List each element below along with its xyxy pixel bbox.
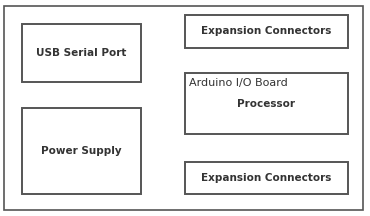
Text: Expansion Connectors: Expansion Connectors (201, 173, 332, 183)
Text: USB Serial Port: USB Serial Port (36, 48, 127, 58)
Text: Arduino I/O Board: Arduino I/O Board (189, 78, 288, 88)
Text: Power Supply: Power Supply (41, 146, 122, 156)
Bar (185, 162, 348, 194)
Bar (185, 15, 348, 48)
Bar (22, 108, 141, 194)
Bar (185, 73, 348, 134)
Text: Processor: Processor (238, 99, 295, 109)
Text: Expansion Connectors: Expansion Connectors (201, 26, 332, 36)
Bar (22, 24, 141, 82)
